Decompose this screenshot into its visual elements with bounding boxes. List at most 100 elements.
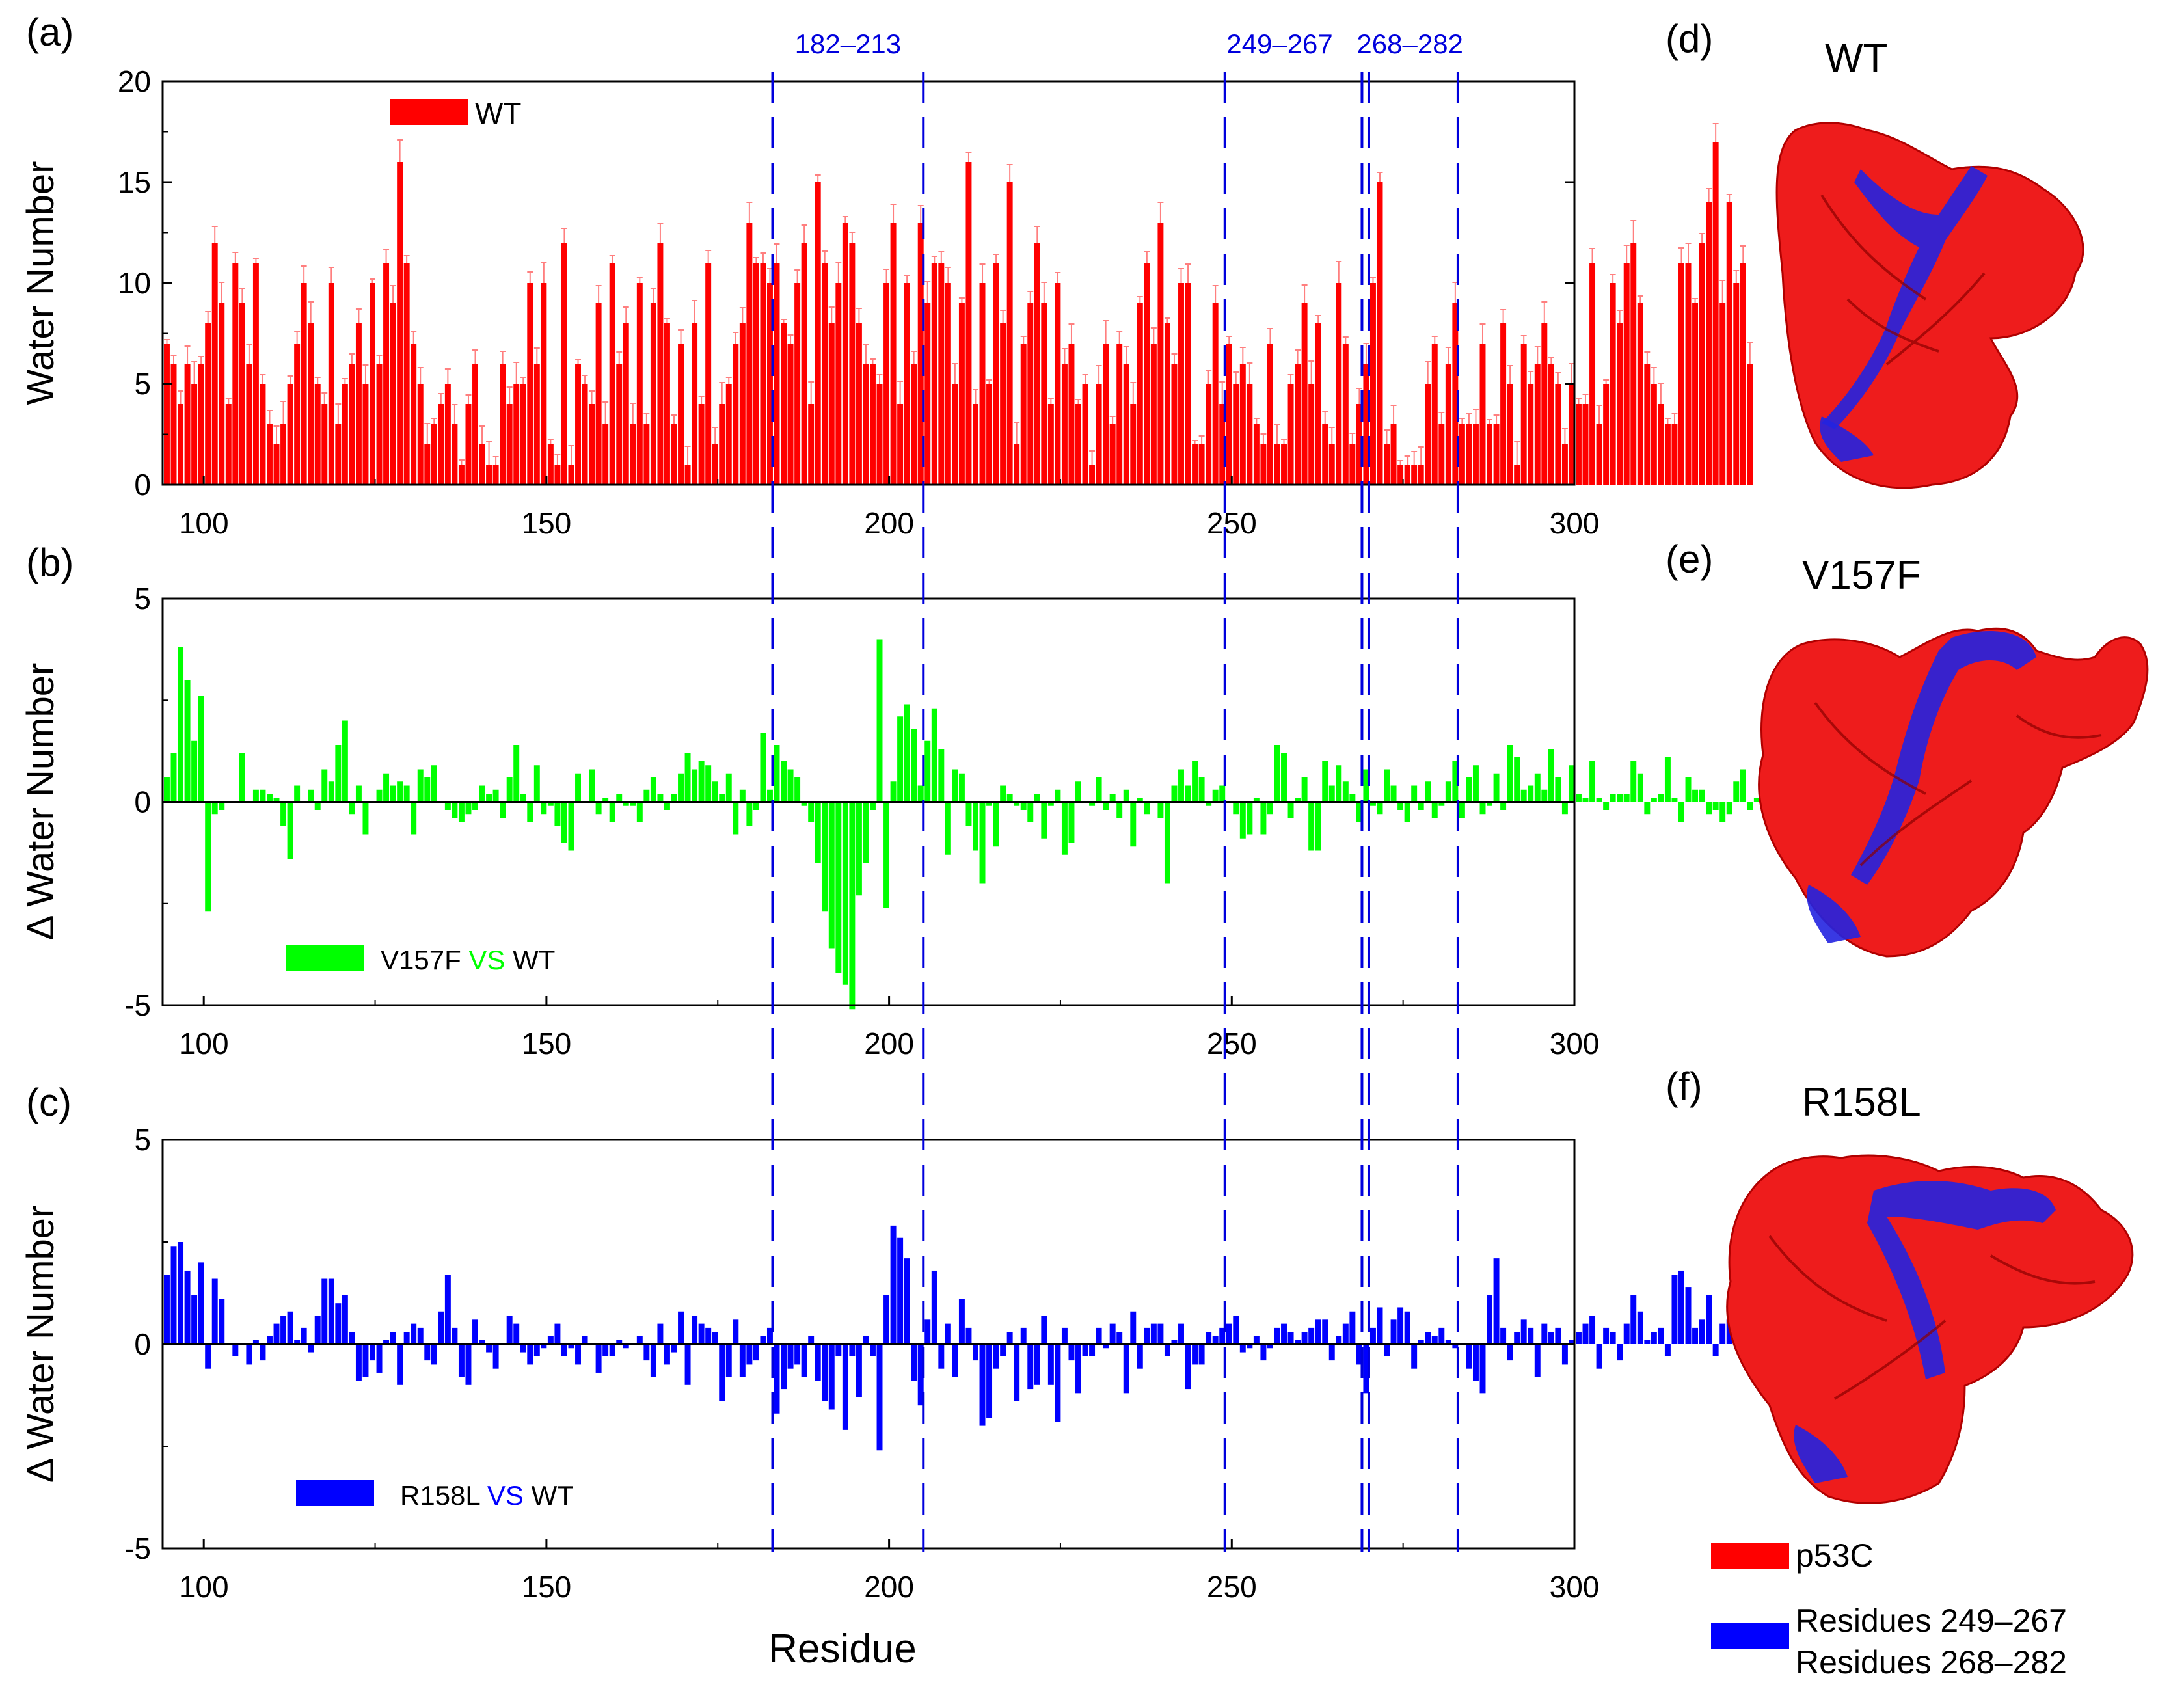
bar-c-154	[575, 1344, 581, 1365]
bar-a-254	[1260, 444, 1267, 485]
bar-c-101	[211, 1278, 218, 1344]
bar-a-196	[863, 364, 869, 485]
bar-b-237	[1144, 802, 1150, 815]
y-tick-label: 0	[134, 785, 151, 819]
bar-c-174	[712, 1332, 718, 1344]
bar-c-160	[616, 1340, 623, 1344]
x-tick-label: 250	[1207, 1570, 1257, 1604]
bar-b-288	[1493, 773, 1500, 802]
bar-a-301	[1582, 404, 1589, 485]
region-markers: 182–213 249–267 268–282	[771, 29, 1463, 1552]
bar-b-205	[924, 740, 931, 802]
bar-a-198	[876, 384, 883, 485]
bar-a-298	[1561, 444, 1568, 485]
bar-b-105	[239, 753, 245, 802]
bar-c-128	[397, 1344, 403, 1385]
bar-c-229	[1089, 1344, 1096, 1356]
bar-b-143	[500, 802, 506, 818]
bar-c-193	[842, 1344, 848, 1430]
bar-a-132	[424, 444, 431, 485]
bar-c-98	[191, 1295, 198, 1344]
bar-a-258	[1287, 384, 1294, 485]
bar-a-188	[808, 404, 815, 485]
bar-c-175	[719, 1344, 725, 1401]
bar-c-123	[362, 1344, 369, 1377]
bar-a-120	[342, 384, 348, 485]
bar-b-198	[876, 639, 883, 802]
bar-b-170	[684, 753, 691, 802]
bar-a-151	[554, 465, 561, 485]
bar-a-206	[931, 263, 937, 485]
bar-c-302	[1589, 1316, 1596, 1344]
legend-c-part-3: WT	[524, 1480, 574, 1511]
bar-a-286	[1479, 344, 1486, 485]
bar-c-171	[692, 1316, 698, 1344]
bar-b-111	[280, 802, 287, 826]
bar-c-263	[1322, 1319, 1328, 1344]
bar-c-199	[883, 1295, 890, 1344]
bar-b-109	[267, 794, 273, 802]
bar-c-106	[246, 1344, 252, 1365]
bar-b-192	[835, 802, 842, 973]
bar-a-134	[438, 404, 444, 485]
bar-c-246	[1206, 1332, 1212, 1344]
legend-swatch-wt	[390, 99, 468, 125]
bar-b-193	[842, 802, 848, 985]
bar-b-213	[979, 802, 986, 884]
bar-a-99	[198, 364, 204, 485]
bar-b-216	[1000, 785, 1006, 802]
bar-c-209	[952, 1344, 958, 1377]
bar-b-284	[1466, 777, 1472, 802]
bar-b-209	[952, 769, 958, 802]
bar-c-208	[945, 1323, 951, 1344]
bar-b-101	[211, 802, 218, 815]
bar-b-267	[1349, 794, 1356, 802]
bar-a-276	[1411, 465, 1418, 485]
bar-b-157	[595, 802, 602, 815]
bar-b-322	[1726, 802, 1732, 815]
bar-c-260	[1301, 1332, 1308, 1344]
bar-b-159	[609, 802, 615, 822]
bar-c-313	[1664, 1344, 1671, 1356]
bar-b-297	[1555, 777, 1561, 802]
legend-label-residues-268-282: Residues 268–282	[1796, 1644, 2067, 1680]
bar-b-172	[698, 761, 705, 802]
bar-c-220	[1027, 1344, 1034, 1390]
y-tick-label: 5	[134, 582, 151, 615]
bar-b-289	[1500, 802, 1507, 810]
bar-a-168	[671, 424, 677, 485]
legend-b: V157F VS WT	[286, 945, 555, 975]
legend-swatch-r158l	[296, 1480, 374, 1506]
bar-b-218	[1014, 802, 1020, 806]
bar-c-127	[390, 1332, 396, 1344]
bar-a-112	[287, 384, 293, 485]
bar-a-300	[1576, 404, 1582, 485]
panel-f-structure: (f) R158L	[1665, 1064, 2134, 1504]
bar-c-311	[1651, 1332, 1657, 1344]
bar-a-307	[1623, 263, 1630, 485]
bar-a-182	[766, 283, 773, 485]
bar-c-153	[568, 1344, 574, 1349]
bar-b-186	[794, 777, 801, 802]
bar-c-252	[1247, 1344, 1253, 1349]
x-tick-label: 300	[1550, 506, 1600, 540]
bar-a-202	[904, 283, 910, 485]
bar-b-257	[1281, 753, 1287, 802]
bar-a-114	[301, 283, 307, 485]
bar-a-316	[1685, 263, 1692, 485]
bar-c-282	[1452, 1344, 1459, 1349]
bar-a-113	[294, 344, 301, 485]
y-tick-label: 15	[118, 165, 151, 199]
bar-c-201	[897, 1237, 904, 1344]
bar-b-281	[1445, 781, 1451, 802]
bar-b-97	[184, 680, 191, 802]
bar-c-217	[1006, 1332, 1013, 1344]
bar-b-207	[938, 749, 945, 802]
bar-a-274	[1397, 465, 1404, 485]
bar-c-267	[1349, 1311, 1356, 1344]
bar-a-160	[616, 364, 623, 485]
bar-c-206	[931, 1270, 937, 1344]
bar-a-315	[1678, 263, 1684, 485]
bar-b-130	[411, 802, 417, 835]
bar-b-108	[260, 789, 266, 802]
